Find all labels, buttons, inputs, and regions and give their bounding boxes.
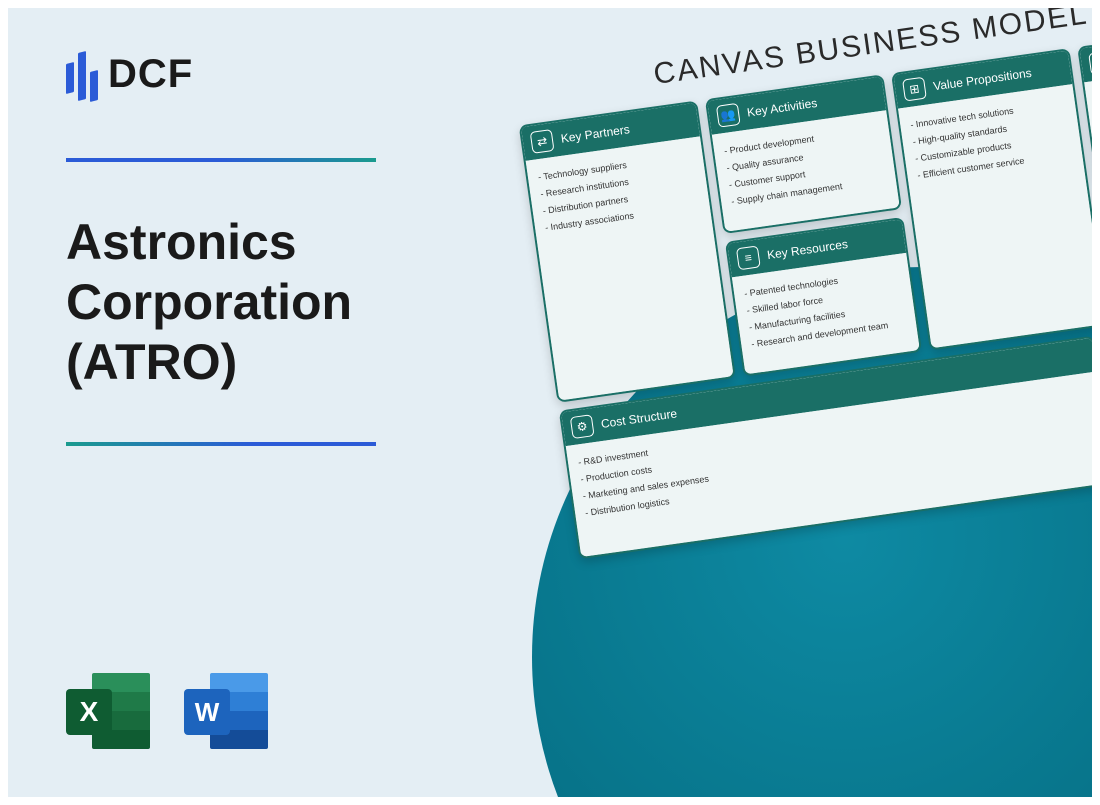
excel-badge-letter: X [66, 689, 112, 735]
brand-logo: DCF [66, 48, 446, 100]
cell-key-activities: 👥 Key Activities Product developmentQual… [705, 74, 902, 234]
cell-items: Innovative tech solutionsHigh-quality st… [898, 84, 1092, 348]
word-badge-letter: W [184, 689, 230, 735]
divider-bottom [66, 442, 376, 446]
file-type-icons: X W [66, 669, 268, 753]
logo-bars-icon [66, 44, 98, 104]
cell-title: Value Propositions [932, 66, 1032, 94]
page-title: Astronics Corporation (ATRO) [66, 212, 446, 392]
cell-title: Cost Structure [600, 406, 678, 431]
canvas-col2: 👥 Key Activities Product developmentQual… [705, 74, 922, 376]
cell-items: Technology suppliersResearch institution… [526, 136, 734, 400]
cost-icon: ⚙ [570, 414, 595, 439]
cell-title: Key Resources [766, 237, 849, 262]
cell-key-resources: ≡ Key Resources Patented technologiesSki… [725, 217, 922, 377]
activities-icon: 👥 [716, 103, 741, 128]
excel-icon: X [66, 669, 150, 753]
value-icon: ⊞ [902, 77, 927, 102]
cell-key-partners: ⇄ Key Partners Technology suppliersResea… [519, 100, 736, 402]
cell-value-propositions: ⊞ Value Propositions Innovative tech sol… [891, 48, 1092, 350]
left-column: DCF Astronics Corporation (ATRO) [66, 48, 446, 446]
cell-title: Key Partners [560, 122, 631, 146]
partners-icon: ⇄ [530, 129, 555, 154]
canvas-preview: CANVAS BUSINESS MODEL ⇄ Key Partners Tec… [512, 8, 1092, 559]
stage: DCF Astronics Corporation (ATRO) X W CAN… [8, 8, 1092, 797]
resources-icon: ≡ [736, 245, 761, 270]
word-icon: W [184, 669, 268, 753]
brand-name: DCF [108, 52, 193, 97]
cell-title: Key Activities [746, 96, 818, 120]
divider-top [66, 158, 376, 162]
relationships-icon: ♡ [1088, 51, 1092, 76]
